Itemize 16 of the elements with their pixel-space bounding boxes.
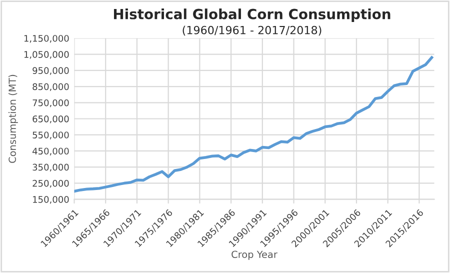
chart-title: Historical Global Corn Consumption (114, 8, 390, 22)
y-tick-label: 550,000 (32, 132, 69, 140)
y-tick-label: 350,000 (32, 164, 69, 172)
y-tick-label: 1,050,000 (24, 51, 69, 59)
y-tick-label: 150,000 (33, 196, 69, 204)
chart-subtitle: (1960/1961 - 2017/2018) (182, 26, 322, 36)
x-axis-title: Crop Year (232, 250, 278, 260)
y-axis-title: Consumption (MT) (8, 74, 18, 163)
y-tick-label: 750,000 (32, 99, 69, 108)
y-tick-label: 950,000 (32, 67, 69, 75)
line-series (74, 56, 434, 193)
y-tick-label: 850,000 (32, 83, 69, 92)
y-tick-label: 250,000 (32, 180, 69, 188)
y-tick-label: 650,000 (32, 115, 69, 124)
y-tick-label: 1,150,000 (24, 34, 69, 43)
y-tick-label: 450,000 (32, 148, 69, 156)
